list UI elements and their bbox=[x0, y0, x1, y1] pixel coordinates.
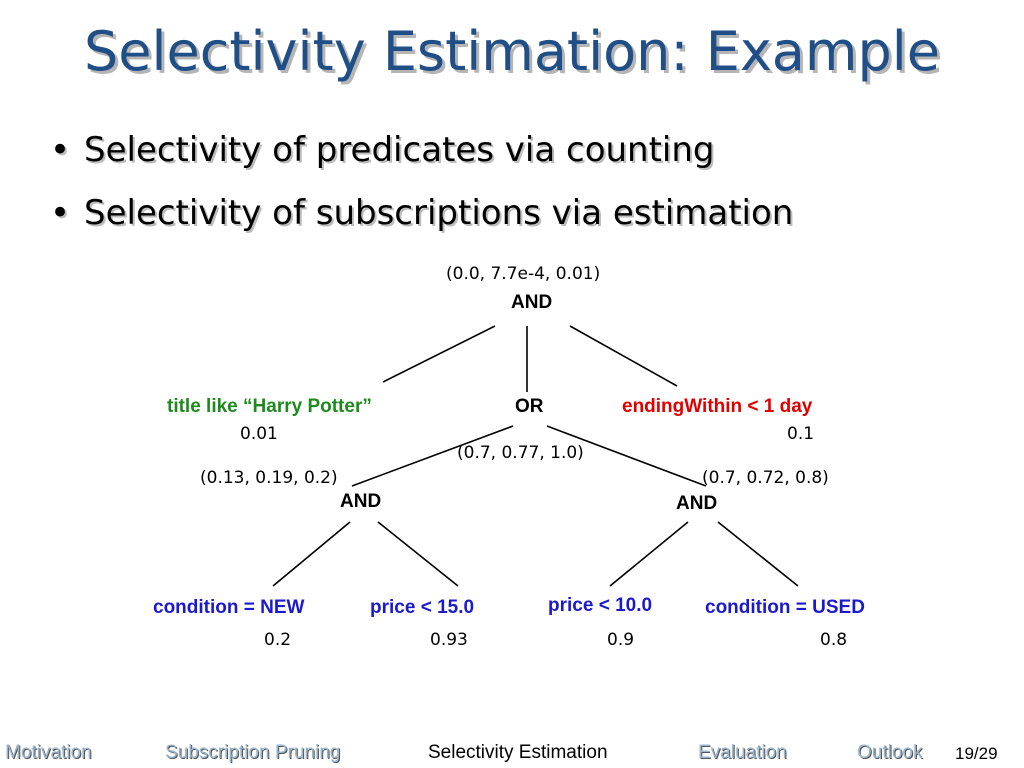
edge-rightand-price10 bbox=[609, 521, 689, 587]
bullet-item: • Selectivity of subscriptions via estima… bbox=[50, 193, 793, 233]
slide-title: Selectivity Estimation: Example bbox=[83, 20, 941, 83]
title-predicate: title like “Harry Potter” bbox=[167, 396, 372, 417]
ending-selectivity: 0.1 bbox=[787, 424, 815, 444]
nav-outlook[interactable]: Outlook bbox=[857, 742, 923, 763]
or-label: OR bbox=[515, 396, 544, 417]
left-and-label: AND bbox=[340, 491, 382, 512]
leaf-condition-new-selectivity: 0.2 bbox=[264, 630, 292, 650]
bullet-text: Selectivity of subscriptions via estimat… bbox=[84, 193, 794, 233]
page-number: 19/29 bbox=[955, 744, 998, 763]
leaf-condition-used-selectivity: 0.8 bbox=[820, 630, 848, 650]
edge-root-ending bbox=[569, 325, 678, 387]
root-estimate: (0.0, 7.7e-4, 0.01) bbox=[446, 264, 601, 284]
leaf-price-10-selectivity: 0.9 bbox=[607, 630, 635, 650]
bullet-item: • Selectivity of predicates via counting bbox=[50, 130, 715, 170]
edge-leftand-condnew bbox=[272, 521, 351, 587]
or-estimate: (0.7, 0.77, 1.0) bbox=[457, 443, 584, 463]
nav-motivation[interactable]: Motivation bbox=[5, 742, 92, 763]
leaf-price-15: price < 15.0 bbox=[370, 597, 475, 618]
ending-predicate: endingWithin < 1 day bbox=[622, 396, 813, 417]
footer-nav: Motivation Subscription Pruning Selectiv… bbox=[0, 738, 1024, 768]
bullet-text: Selectivity of predicates via counting bbox=[84, 130, 715, 170]
leaf-condition-used: condition = USED bbox=[705, 597, 865, 618]
bullet-glyph: • bbox=[50, 130, 71, 170]
title-selectivity: 0.01 bbox=[240, 424, 278, 444]
left-and-estimate: (0.13, 0.19, 0.2) bbox=[200, 468, 338, 488]
leaf-price-15-selectivity: 0.93 bbox=[430, 630, 468, 650]
root-and-label: AND bbox=[511, 292, 553, 313]
leaf-condition-new: condition = NEW bbox=[153, 597, 305, 618]
edge-root-title bbox=[382, 325, 496, 383]
nav-evaluation[interactable]: Evaluation bbox=[698, 742, 787, 763]
edge-rightand-condused bbox=[717, 521, 799, 587]
leaf-price-10: price < 10.0 bbox=[548, 595, 653, 616]
nav-subscription-pruning[interactable]: Subscription Pruning bbox=[165, 742, 341, 763]
right-and-estimate: (0.7, 0.72, 0.8) bbox=[702, 468, 829, 488]
edge-or-leftand bbox=[351, 425, 514, 487]
edge-leftand-price15 bbox=[377, 521, 459, 587]
edge-or-rightand bbox=[546, 425, 707, 487]
nav-selectivity-estimation[interactable]: Selectivity Estimation bbox=[428, 742, 608, 763]
bullet-glyph: • bbox=[50, 193, 71, 233]
right-and-label: AND bbox=[676, 493, 718, 514]
